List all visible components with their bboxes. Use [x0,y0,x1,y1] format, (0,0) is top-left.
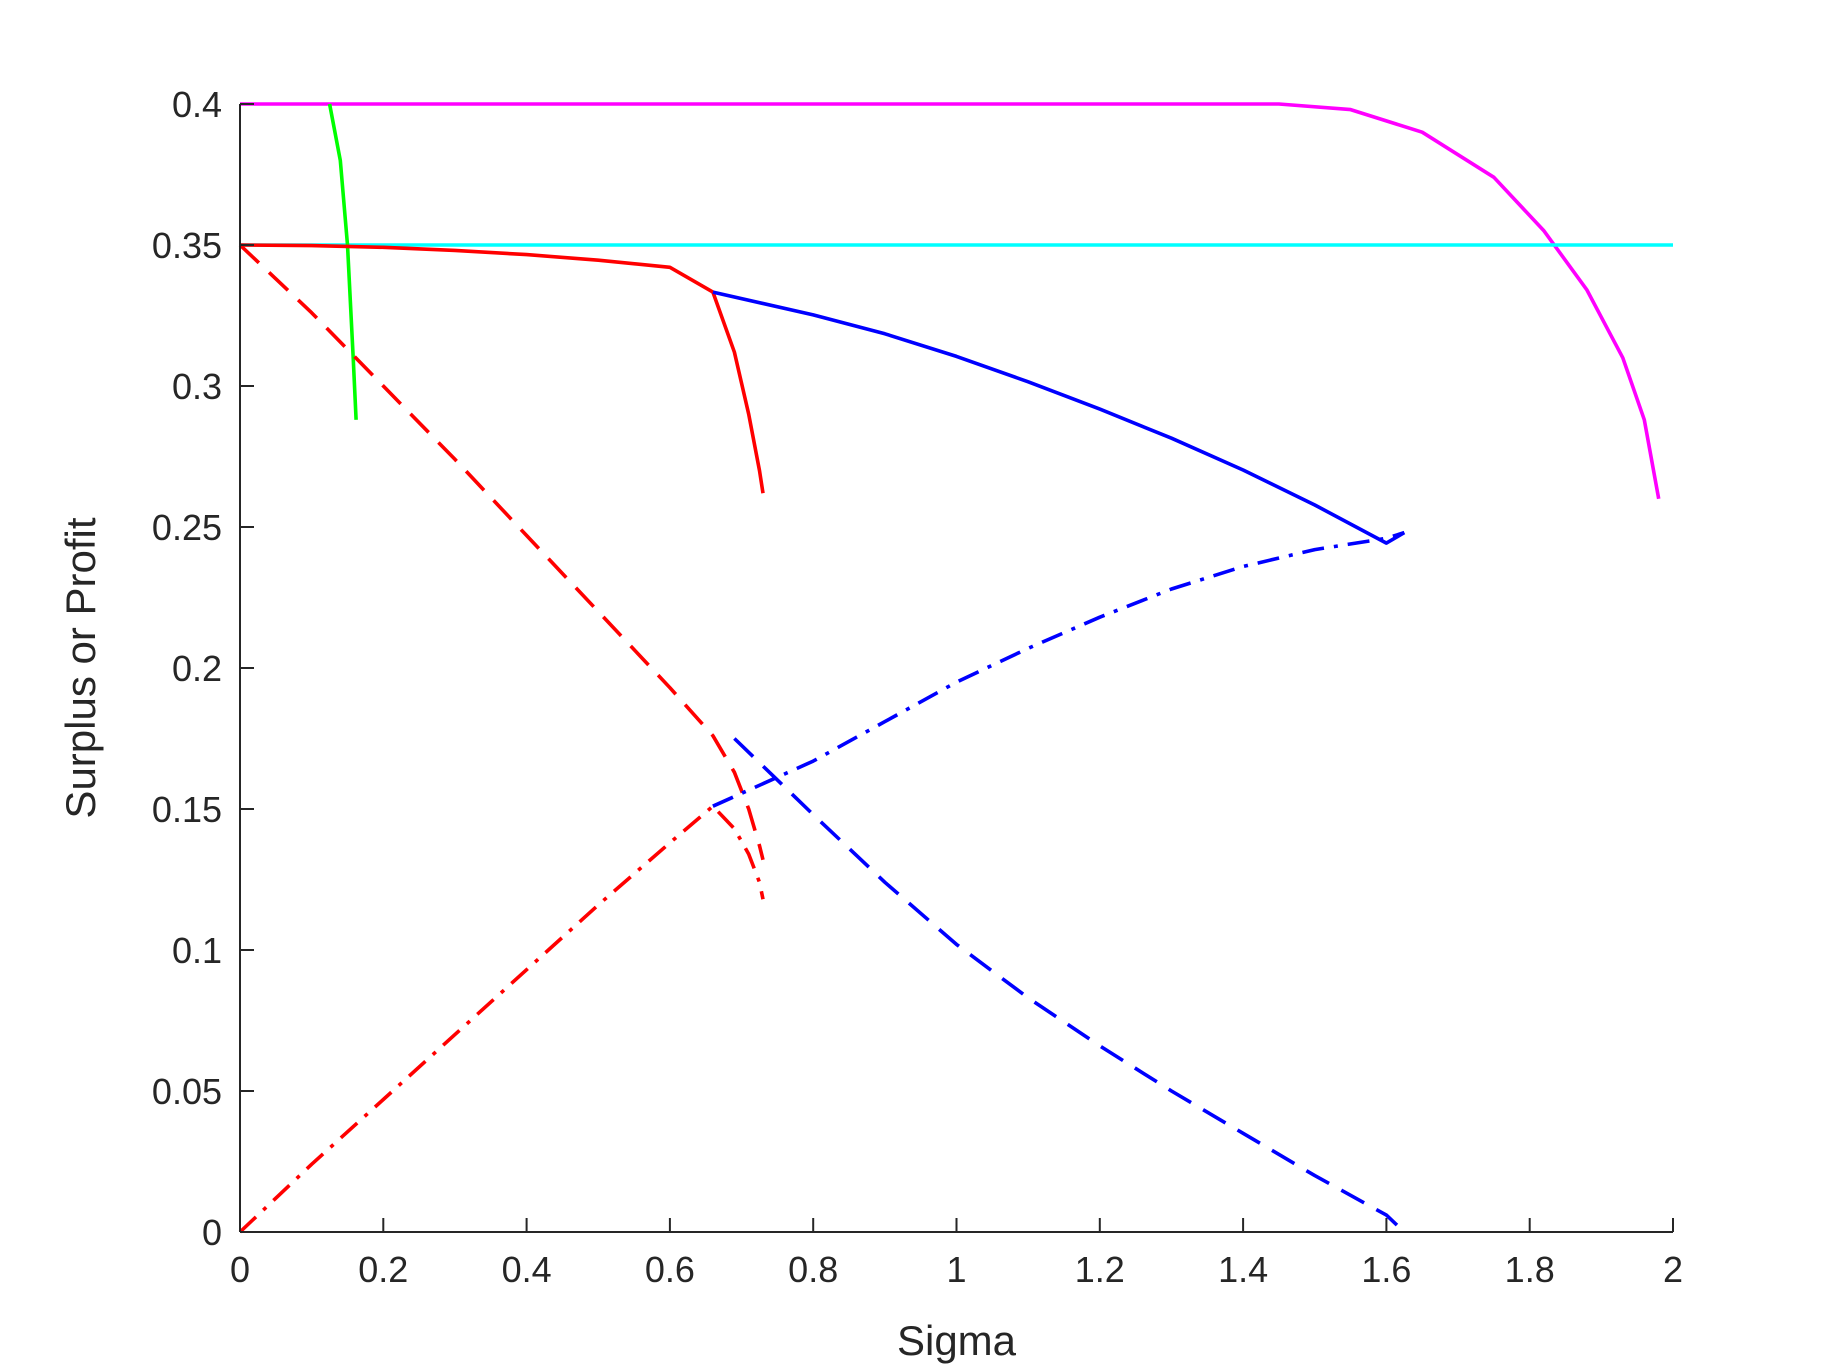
y-tick-label: 0.05 [152,1071,222,1112]
series-layer [238,102,1673,1234]
x-tick-label: 1.8 [1505,1249,1555,1290]
y-tick-label: 0.35 [152,225,222,266]
series-line-1 [240,102,1661,500]
x-tick-label: 0 [230,1249,250,1290]
series-line-7 [238,243,765,861]
y-tick-label: 0.2 [172,648,222,689]
x-tick-label: 0.6 [645,1249,695,1290]
y-tick-label: 0.25 [152,507,222,548]
axes-layer [239,104,1673,1233]
x-tick-label: 1.4 [1218,1249,1268,1290]
x-axis-label: Sigma [897,1317,1017,1364]
series-line-10 [712,530,1405,808]
x-tick-label: 1 [946,1249,966,1290]
y-tick-label: 0.3 [172,366,222,407]
x-tick-label: 2 [1663,1249,1683,1290]
x-tick-label: 1.2 [1075,1249,1125,1290]
x-tick-label: 0.8 [788,1249,838,1290]
y-axis-label: Surplus or Profit [57,517,104,818]
y-tick-label: 0.15 [152,789,222,830]
y-tick-label: 0.4 [172,84,222,125]
series-line-5 [711,291,765,494]
x-tick-label: 1.6 [1361,1249,1411,1290]
series-line-8 [733,737,1406,1234]
x-tick-label: 0.4 [502,1249,552,1290]
y-tick-label: 0 [202,1212,222,1253]
series-line-4 [239,243,714,294]
ticks-layer: 0 0.2 0.4 0.6 0.8 1 1.2 1.4 1.6 1.8 2 0 0.05 0.1 0.15 0… [152,84,1683,1290]
x-tick-label: 0.2 [358,1249,408,1290]
series-line-6 [712,290,1406,545]
series-line-9 [238,804,765,1234]
series-line-3 [327,103,358,420]
y-tick-label: 0.1 [172,930,222,971]
